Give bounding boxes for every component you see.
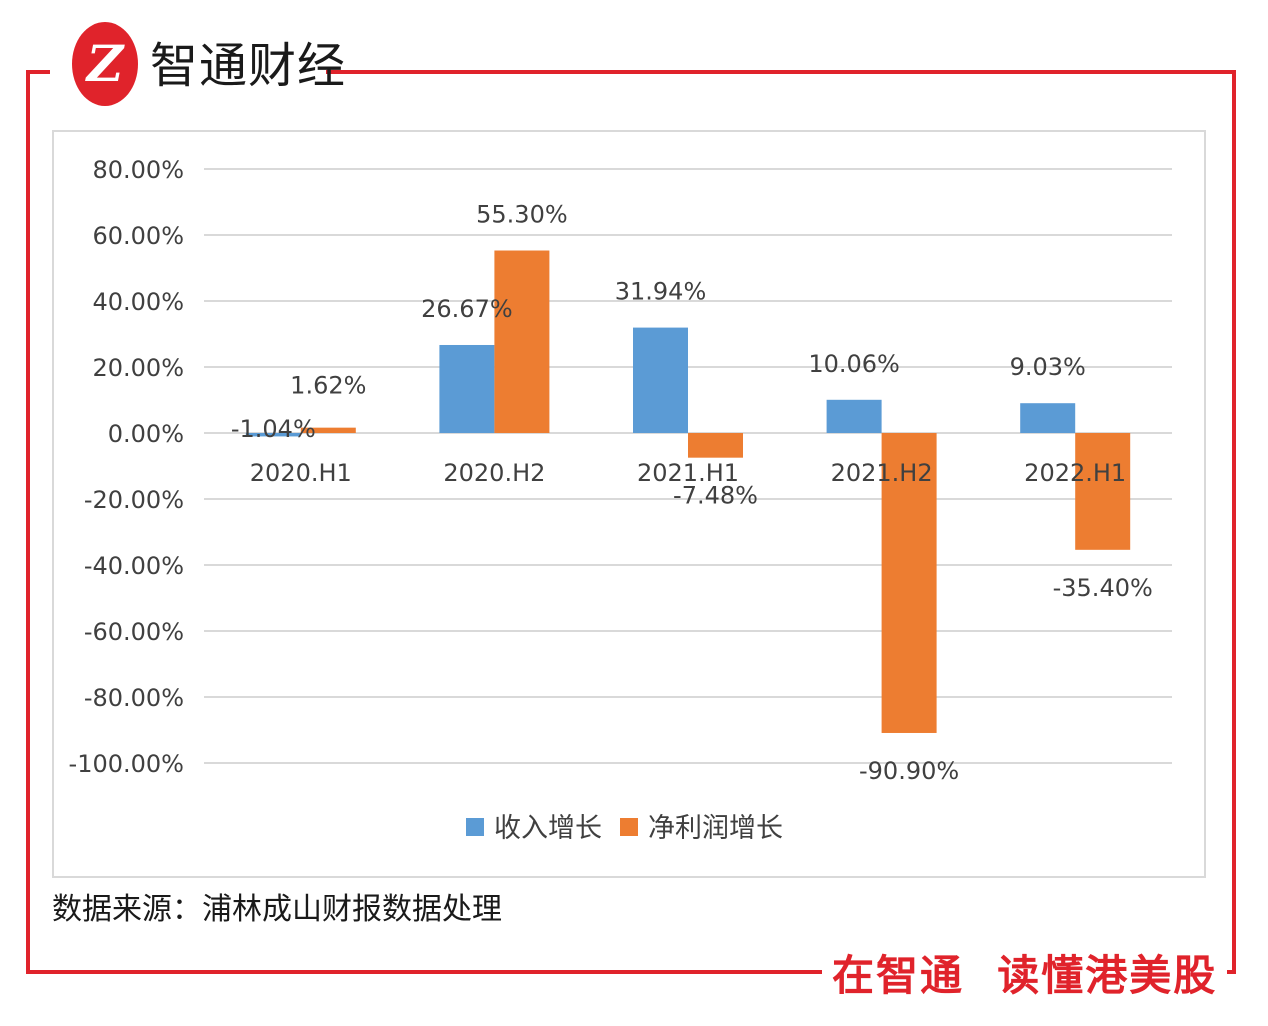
- bar-net-profit: [1075, 433, 1131, 550]
- data-label: 55.30%: [476, 201, 568, 229]
- frame-left: [26, 70, 30, 974]
- data-label: -1.04%: [231, 415, 316, 443]
- y-tick-label: 60.00%: [92, 222, 184, 250]
- data-source-note: 数据来源：浦林成山财报数据处理: [52, 892, 502, 927]
- legend-label: 净利润增长: [648, 813, 783, 844]
- bar-revenue: [633, 327, 688, 433]
- bar-revenue: [1020, 403, 1076, 433]
- brand-name: 智通财经: [150, 38, 347, 94]
- x-tick-label: 2021.H1: [637, 459, 739, 487]
- y-tick-label: 20.00%: [92, 354, 184, 382]
- y-tick-label: -100.00%: [69, 750, 184, 778]
- data-label: 9.03%: [1010, 353, 1086, 381]
- chart-area: [52, 130, 1206, 878]
- legend-swatch: [620, 818, 638, 836]
- y-tick-label: 80.00%: [92, 156, 184, 184]
- bar-revenue: [245, 433, 301, 437]
- data-label: -35.40%: [1053, 574, 1153, 602]
- slogan: 在智通 读懂港美股: [822, 948, 1228, 1004]
- bar-net-profit: [300, 427, 356, 433]
- data-label: 26.67%: [421, 295, 513, 323]
- frame-top-left: [26, 70, 50, 74]
- y-tick-label: -80.00%: [84, 684, 184, 712]
- logo-circle: [72, 22, 138, 106]
- data-label: 10.06%: [808, 350, 900, 378]
- frame-top-right: [326, 70, 1236, 74]
- y-tick-label: -60.00%: [84, 618, 184, 646]
- bar-revenue: [439, 344, 495, 433]
- y-tick-label: -20.00%: [84, 486, 184, 514]
- x-tick-label: 2020.H1: [250, 459, 352, 487]
- bar-net-profit: [494, 250, 550, 433]
- x-tick-label: 2020.H2: [443, 459, 545, 487]
- data-label: -90.90%: [859, 757, 959, 785]
- x-tick-label: 2022.H1: [1024, 459, 1126, 487]
- bar-net-profit: [881, 433, 937, 733]
- legend-swatch: [466, 818, 484, 836]
- bar-net-profit: [688, 433, 743, 458]
- data-label: -7.48%: [673, 482, 758, 510]
- y-tick-label: -40.00%: [84, 552, 184, 580]
- x-tick-label: 2021.H2: [831, 459, 933, 487]
- data-label: 31.94%: [615, 278, 707, 306]
- frame-bottom: [26, 970, 1236, 974]
- frame-right: [1232, 70, 1236, 974]
- legend-label: 收入增长: [494, 813, 602, 844]
- y-tick-label: 0.00%: [108, 420, 184, 448]
- bar-revenue: [826, 399, 882, 433]
- logo-icon: Z: [86, 34, 124, 93]
- y-tick-label: 40.00%: [92, 288, 184, 316]
- data-label: 1.62%: [290, 372, 366, 400]
